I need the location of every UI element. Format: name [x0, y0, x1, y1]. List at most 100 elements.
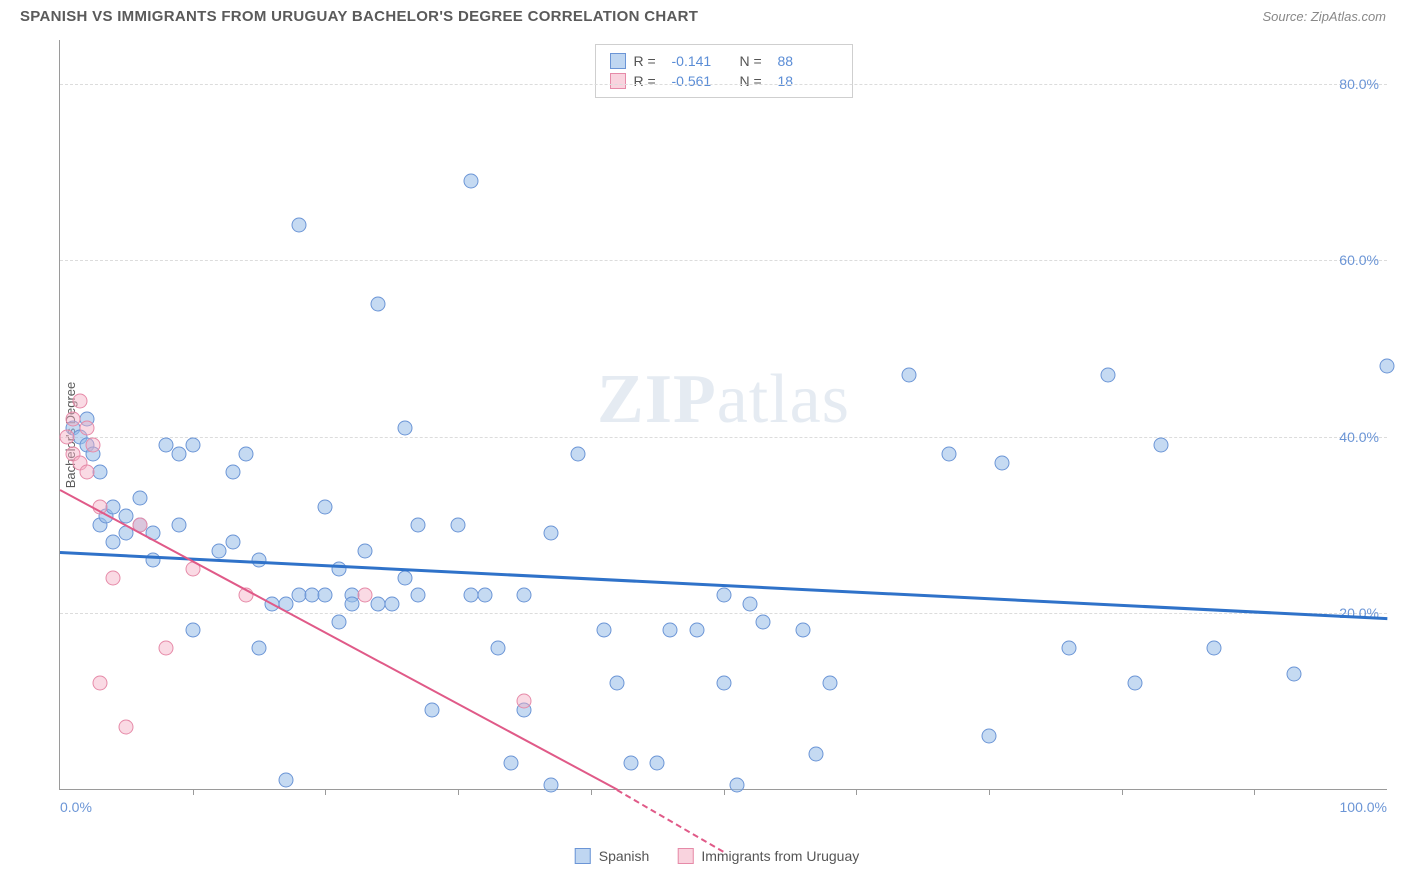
data-point	[132, 491, 147, 506]
legend-row: R =-0.141N =88	[610, 51, 838, 71]
data-point	[212, 544, 227, 559]
data-point	[225, 535, 240, 550]
data-point	[398, 420, 413, 435]
n-value: 18	[778, 73, 838, 89]
data-point	[1154, 438, 1169, 453]
data-point	[822, 676, 837, 691]
data-point	[1061, 641, 1076, 656]
data-point	[72, 394, 87, 409]
x-tick	[458, 789, 459, 795]
data-point	[252, 641, 267, 656]
y-tick-label: 40.0%	[1339, 429, 1379, 445]
data-point	[411, 588, 426, 603]
data-point	[796, 623, 811, 638]
gridline	[60, 260, 1387, 261]
data-point	[743, 596, 758, 611]
data-point	[331, 561, 346, 576]
data-point	[543, 777, 558, 792]
data-point	[106, 535, 121, 550]
x-tick	[856, 789, 857, 795]
x-tick	[325, 789, 326, 795]
legend-item: Immigrants from Uruguay	[677, 848, 859, 864]
data-point	[92, 464, 107, 479]
data-point	[225, 464, 240, 479]
trend-line	[59, 490, 617, 792]
data-point	[79, 464, 94, 479]
plot-area: ZIPatlas R =-0.141N =88R =-0.561N =18 20…	[59, 40, 1387, 790]
data-point	[318, 588, 333, 603]
r-label: R =	[634, 73, 664, 89]
data-point	[424, 702, 439, 717]
data-point	[464, 174, 479, 189]
legend-item: Spanish	[575, 848, 650, 864]
data-point	[185, 438, 200, 453]
data-point	[689, 623, 704, 638]
data-point	[384, 596, 399, 611]
data-point	[411, 517, 426, 532]
chart-container: Bachelor's Degree ZIPatlas R =-0.141N =8…	[47, 40, 1387, 830]
n-value: 88	[778, 53, 838, 69]
data-point	[172, 517, 187, 532]
x-tick	[1254, 789, 1255, 795]
watermark: ZIPatlas	[597, 360, 850, 440]
legend-label: Spanish	[599, 848, 650, 864]
data-point	[172, 447, 187, 462]
n-label: N =	[740, 73, 770, 89]
data-point	[185, 623, 200, 638]
data-point	[543, 526, 558, 541]
data-point	[716, 676, 731, 691]
gridline	[60, 84, 1387, 85]
data-point	[663, 623, 678, 638]
chart-title: SPANISH VS IMMIGRANTS FROM URUGUAY BACHE…	[20, 8, 698, 25]
y-tick-label: 60.0%	[1339, 252, 1379, 268]
legend-swatch	[610, 53, 626, 69]
data-point	[398, 570, 413, 585]
data-point	[79, 420, 94, 435]
y-tick-label: 80.0%	[1339, 76, 1379, 92]
data-point	[517, 693, 532, 708]
trend-line	[60, 551, 1387, 620]
data-point	[650, 755, 665, 770]
data-point	[159, 641, 174, 656]
x-tick	[193, 789, 194, 795]
gridline	[60, 437, 1387, 438]
x-tick	[724, 789, 725, 795]
data-point	[238, 447, 253, 462]
series-legend: Spanish Immigrants from Uruguay	[575, 848, 860, 864]
data-point	[1127, 676, 1142, 691]
r-value: -0.141	[672, 53, 732, 69]
correlation-legend: R =-0.141N =88R =-0.561N =18	[595, 44, 853, 98]
legend-label: Immigrants from Uruguay	[701, 848, 859, 864]
data-point	[1207, 641, 1222, 656]
data-point	[451, 517, 466, 532]
legend-swatch	[575, 848, 591, 864]
legend-swatch	[677, 848, 693, 864]
x-tick	[1122, 789, 1123, 795]
data-point	[490, 641, 505, 656]
data-point	[291, 218, 306, 233]
data-point	[86, 438, 101, 453]
data-point	[344, 596, 359, 611]
data-point	[610, 676, 625, 691]
data-point	[477, 588, 492, 603]
data-point	[570, 447, 585, 462]
n-label: N =	[740, 53, 770, 69]
gridline	[60, 613, 1387, 614]
data-point	[318, 500, 333, 515]
data-point	[716, 588, 731, 603]
data-point	[756, 614, 771, 629]
r-value: -0.561	[672, 73, 732, 89]
data-point	[1380, 359, 1395, 374]
data-point	[92, 676, 107, 691]
x-tick-label: 0.0%	[60, 799, 92, 815]
trend-line	[617, 789, 724, 852]
data-point	[358, 588, 373, 603]
data-point	[59, 429, 74, 444]
data-point	[504, 755, 519, 770]
x-tick	[591, 789, 592, 795]
data-point	[106, 570, 121, 585]
data-point	[942, 447, 957, 462]
legend-swatch	[610, 73, 626, 89]
data-point	[278, 773, 293, 788]
data-point	[597, 623, 612, 638]
